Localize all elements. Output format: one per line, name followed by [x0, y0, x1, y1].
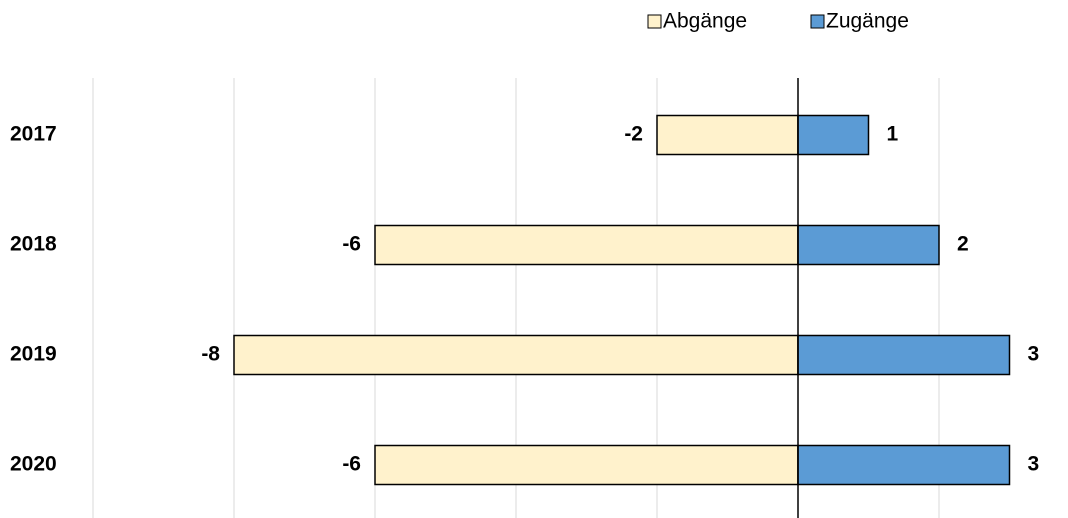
data-label: 2 — [957, 233, 969, 256]
data-label: -2 — [624, 123, 643, 146]
bar — [797, 444, 1011, 486]
bar — [797, 334, 1011, 376]
data-label: 1 — [887, 123, 899, 146]
legend-swatch — [810, 14, 825, 29]
y-tick-label: 2017 — [10, 123, 57, 146]
bar — [797, 114, 870, 156]
legend-label: Abgänge — [663, 10, 747, 33]
y-tick-label: 2018 — [10, 233, 57, 256]
data-label: 3 — [1028, 343, 1040, 366]
legend-swatch — [647, 14, 662, 29]
data-label: -6 — [342, 233, 361, 256]
y-tick-label: 2020 — [10, 453, 57, 476]
data-label: -8 — [201, 343, 220, 366]
legend-label: Zugänge — [826, 10, 909, 33]
bar — [233, 334, 799, 376]
bar — [374, 444, 799, 486]
bar — [374, 224, 799, 266]
data-label: 3 — [1028, 453, 1040, 476]
data-label: -6 — [342, 453, 361, 476]
y-tick-label: 2019 — [10, 343, 57, 366]
bar — [656, 114, 799, 156]
bar — [797, 224, 940, 266]
